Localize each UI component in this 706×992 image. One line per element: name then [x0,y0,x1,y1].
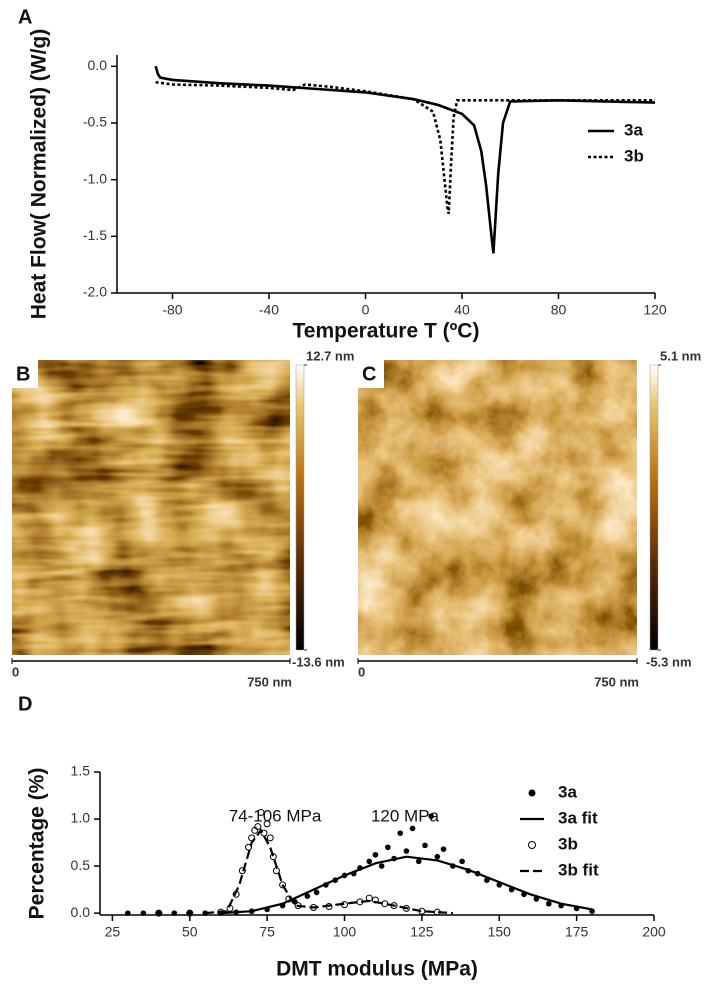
x-tick-label: 40 [454,302,470,318]
data-point [378,863,385,869]
data-point [260,829,268,837]
data-point [156,910,162,916]
y-tick-label: 0.0 [88,57,108,73]
x-axis-title: Temperature T (ºC) [293,320,480,343]
colorbar-label: -13.6 nm [292,654,345,669]
x-tick-label: 25 [105,924,121,940]
fit-line [205,828,453,915]
panel-label: A [18,6,32,28]
scale-label: 0 [358,664,365,679]
data-point [186,910,193,916]
y-tick-label: -1.0 [83,170,107,186]
panel-label: B [16,363,30,385]
y-axis-title: Percentage (%) [26,768,49,920]
series-line [154,65,656,254]
x-axis-title: DMT modulus (MPa) [276,958,478,981]
data-point [186,909,194,917]
legend-label: 3b [624,146,644,165]
colorbar [295,364,305,651]
scale-label: 0 [12,664,19,679]
data-point [171,910,178,916]
scale-label: 750 nm [594,674,639,689]
data-point [304,893,311,899]
y-tick-label: 0.5 [71,857,91,873]
legend-label: 3b [558,834,578,853]
y-tick-label: 1.5 [71,763,91,779]
afm-image [12,360,290,655]
scale-label: 750 nm [247,674,292,689]
data-point [366,858,373,865]
data-point [279,881,287,889]
y-tick-label: -0.5 [83,114,107,130]
data-point [125,910,131,916]
x-tick-label: -40 [259,302,279,318]
legend-swatch [528,789,536,797]
data-point [428,813,434,820]
data-point [440,846,447,852]
y-tick-label: -1.5 [83,227,107,243]
x-tick-label: 175 [565,924,589,940]
panel-label: D [18,693,32,715]
panel-label: C [362,363,376,385]
y-tick-label: -2.0 [83,284,107,300]
legend-label: 3a fit [558,808,598,827]
colorbar [649,364,659,651]
x-tick-label: 150 [488,924,512,940]
x-tick-label: 75 [259,924,275,940]
data-point [385,844,391,851]
x-tick-label: 0 [362,302,370,318]
data-point [313,889,320,896]
panel-label-bg [12,360,38,388]
data-point [372,851,379,858]
legend-label: 3b fit [558,860,599,879]
data-point [409,825,416,832]
legend-label: 3a [558,782,577,801]
data-point [459,858,465,865]
x-tick-label: -80 [162,302,182,318]
legend-label: 3a [624,120,643,139]
colorbar-label: -5.3 nm [646,654,692,669]
data-point [140,910,147,916]
annotation: 120 MPa [371,806,440,825]
fit-line [220,855,593,915]
y-tick-label: 0.0 [71,904,91,920]
data-point [397,830,404,836]
legend-swatch [528,841,536,849]
y-tick-label: 1.0 [71,810,91,826]
afm-image [358,360,637,655]
annotation: 74-106 MPa [229,806,322,825]
data-point [422,842,428,849]
x-tick-label: 120 [643,302,667,318]
data-point [263,820,271,828]
panel-label-bg [358,360,384,388]
data-point [266,834,274,842]
data-point [155,909,163,917]
colorbar-label: 5.1 nm [660,348,701,363]
data-point [251,826,259,834]
data-point [415,858,422,865]
x-tick-label: 50 [182,924,198,940]
data-point [254,823,262,831]
x-tick-label: 125 [410,924,434,940]
x-tick-label: 100 [333,924,357,940]
colorbar-label: 12.7 nm [306,348,354,363]
y-axis-title: Heat Flow( Normalized) (W/g) [28,29,51,320]
data-point [403,848,410,854]
x-tick-label: 80 [551,302,567,318]
data-point [545,900,552,907]
data-point [257,808,265,816]
data-point [238,867,246,875]
x-tick-label: 200 [642,924,666,940]
data-point [434,853,441,860]
